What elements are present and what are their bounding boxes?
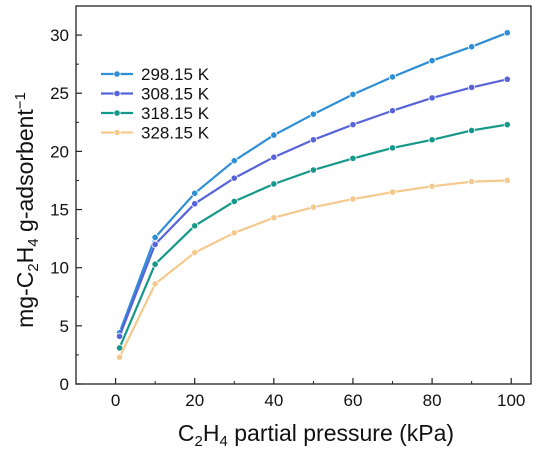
data-point: [115, 344, 124, 352]
data-point: [230, 197, 238, 205]
data-point: [230, 229, 238, 237]
x-tick-label: 40: [264, 391, 283, 410]
data-point: [349, 121, 357, 129]
legend-marker: [113, 70, 121, 78]
legend-marker: [113, 128, 121, 137]
series-layer: [115, 29, 511, 361]
data-point: [388, 188, 397, 196]
data-point: [270, 180, 278, 188]
data-point: [428, 94, 436, 102]
data-point: [191, 189, 199, 197]
legend-marker: [113, 89, 121, 98]
x-tick-label: 80: [423, 391, 442, 410]
data-point: [468, 83, 476, 92]
y-tick-label: 25: [50, 84, 69, 103]
data-point: [388, 107, 397, 115]
legend-label: 298.15 K: [141, 65, 210, 84]
data-point: [503, 29, 511, 37]
data-point: [428, 57, 436, 65]
series-4: [115, 176, 511, 361]
y-tick-label: 10: [50, 259, 69, 278]
data-point: [309, 166, 317, 174]
legend-entry-1: 298.15 K: [101, 65, 210, 84]
legend-marker: [113, 109, 121, 117]
data-point: [468, 43, 476, 51]
y-tick-label: 5: [60, 317, 69, 336]
x-tick-label: 60: [343, 391, 362, 410]
legend-label: 308.15 K: [141, 85, 210, 104]
data-point: [309, 203, 317, 211]
legend-label: 328.15 K: [141, 124, 210, 143]
data-point: [191, 248, 199, 257]
data-point: [309, 110, 317, 118]
data-point: [270, 153, 278, 161]
data-point: [468, 126, 476, 135]
data-point: [191, 222, 199, 230]
data-point: [191, 200, 199, 208]
data-point: [151, 233, 159, 242]
x-tick-label: 20: [185, 391, 204, 410]
legend-entry-2: 308.15 K: [101, 85, 210, 104]
data-point: [270, 214, 278, 222]
data-point: [115, 332, 124, 340]
y-tick-label: 15: [50, 201, 69, 220]
data-point: [428, 136, 436, 144]
data-point: [388, 144, 397, 152]
data-point: [503, 121, 511, 129]
y-tick-label: 30: [50, 26, 69, 45]
y-axis-title: mg-C2H4 g-adsorbent−1: [12, 92, 42, 328]
data-point: [428, 182, 436, 190]
series-3: [115, 121, 511, 352]
x-tick-label: 0: [111, 391, 120, 410]
data-point: [115, 353, 124, 361]
data-point: [151, 280, 159, 288]
data-point: [230, 174, 238, 182]
data-point: [151, 240, 159, 249]
plot-area: 0 20 40 60 80 100 0 5 10 15 20 25 30: [50, 5, 532, 410]
data-point: [230, 157, 238, 165]
y-tick-label: 0: [60, 375, 69, 394]
data-point: [503, 176, 511, 185]
x-axis-title: C2H4 partial pressure (kPa): [178, 420, 454, 450]
data-point: [349, 90, 357, 98]
legend-entry-3: 318.15 K: [101, 104, 210, 123]
legend-label: 318.15 K: [141, 104, 210, 123]
data-point: [468, 178, 476, 186]
data-point: [309, 136, 317, 144]
data-point: [270, 131, 278, 139]
data-point: [503, 75, 511, 83]
data-point: [349, 195, 357, 203]
data-point: [151, 260, 159, 268]
series-2: [115, 75, 511, 340]
data-point: [388, 73, 397, 81]
x-tick-label: 100: [497, 391, 525, 410]
y-tick-label: 20: [50, 142, 69, 161]
data-point: [349, 154, 357, 162]
series-line: [118, 123, 508, 349]
plot-frame: [75, 5, 532, 385]
legend-entry-4: 328.15 K: [101, 124, 210, 143]
